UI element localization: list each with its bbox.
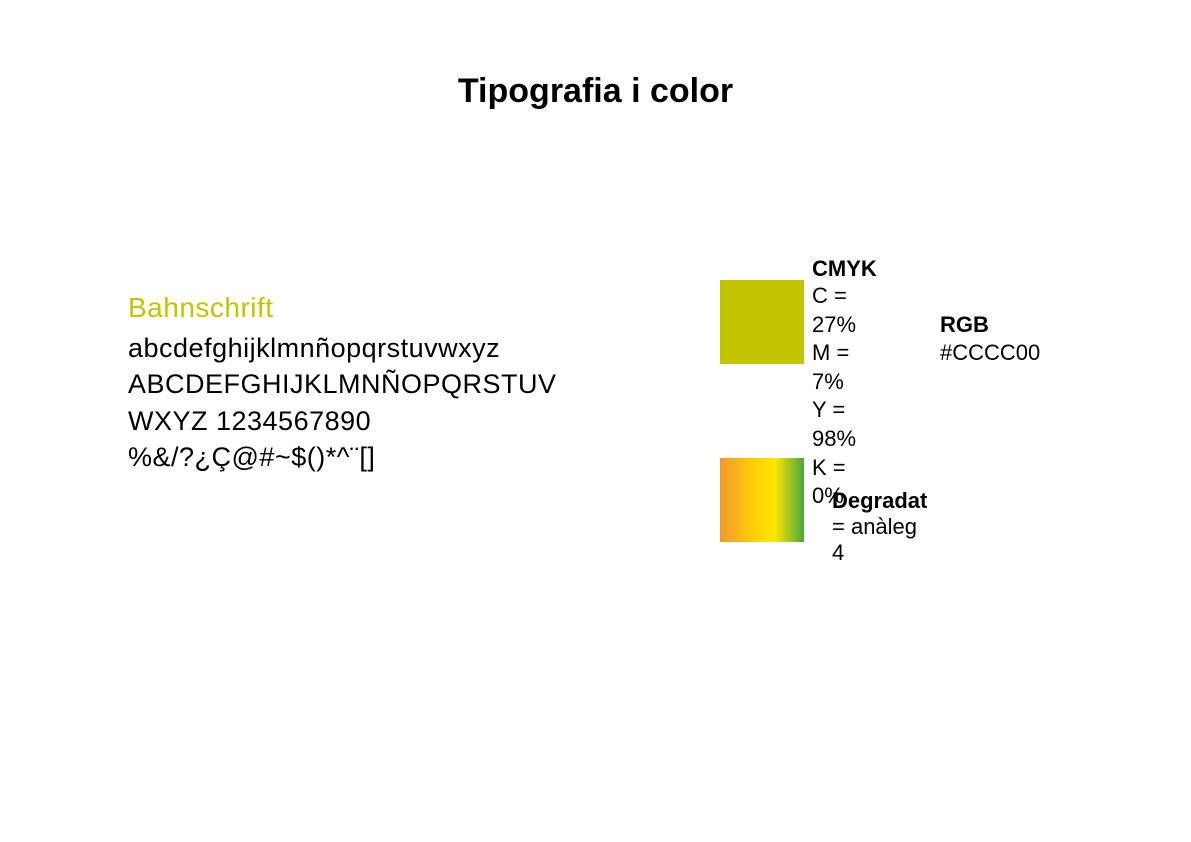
- specimen-lowercase: abcdefghijklmnñopqrstuvwxyz: [128, 330, 588, 366]
- rgb-label: RGB: [940, 312, 1040, 338]
- specimen-uppercase-1: ABCDEFGHIJKLMNÑOPQRSTUV: [128, 366, 588, 402]
- cmyk-values: CMYK C = 27% M = 7% Y = 98% K = 0%: [812, 256, 877, 511]
- color-swatch-solid: [720, 280, 804, 364]
- cmyk-y: Y = 98%: [812, 396, 877, 453]
- typography-specimen: Bahnschrift abcdefghijklmnñopqrstuvwxyz …: [128, 292, 588, 476]
- specimen-uppercase-2-numbers: WXYZ 1234567890: [128, 403, 588, 439]
- rgb-hex: #CCCC00: [940, 340, 1040, 366]
- gradient-label-rest: = anàleg 4: [832, 514, 917, 565]
- gradient-label: Degradat = anàleg 4: [832, 488, 927, 566]
- rgb-values: RGB #CCCC00: [940, 312, 1040, 366]
- cmyk-m: M = 7%: [812, 339, 877, 396]
- color-swatch-gradient: [720, 458, 804, 542]
- cmyk-label: CMYK: [812, 256, 877, 282]
- page-title: Tipografia i color: [0, 72, 1191, 111]
- gradient-label-bold: Degradat: [832, 488, 927, 513]
- font-name-label: Bahnschrift: [128, 292, 588, 324]
- specimen-symbols: %&/?¿Ç@#~$()*^¨[]: [128, 439, 588, 475]
- cmyk-c: C = 27%: [812, 282, 877, 339]
